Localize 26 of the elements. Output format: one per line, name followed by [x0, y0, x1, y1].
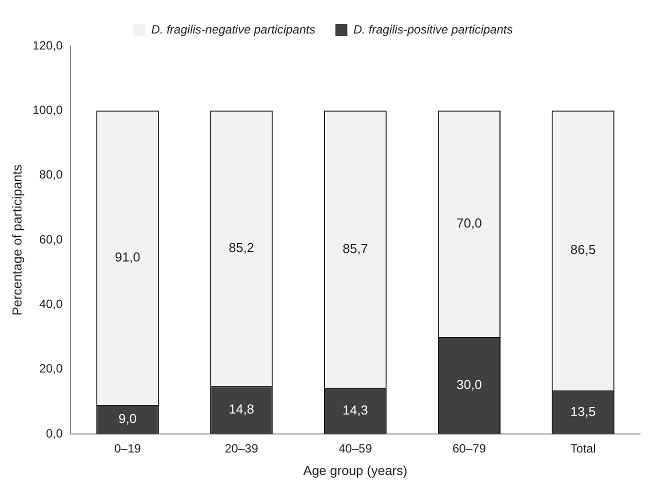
x-tick-label: 60–79: [452, 442, 486, 456]
x-axis-title: Age group (years): [303, 462, 408, 478]
x-tick-label: 40–59: [338, 442, 372, 456]
data-label: 86,5: [570, 242, 596, 258]
y-axis-title: Percentage of participants: [9, 164, 24, 316]
data-label: 30,0: [456, 377, 482, 392]
data-label: 13,5: [570, 404, 596, 419]
x-tick-label: 0–19: [114, 442, 142, 456]
data-label: 91,0: [114, 249, 140, 264]
data-label: 14,3: [342, 402, 368, 418]
data-label: 85,2: [228, 240, 254, 255]
y-tick-label: 40,0: [39, 296, 63, 311]
data-label: 9,0: [118, 411, 137, 426]
legend-label: D. fragilis-positive participants: [353, 22, 513, 36]
data-label: 70,0: [456, 215, 482, 230]
x-tick-label: 20–39: [224, 442, 258, 456]
y-tick-label: 60,0: [39, 232, 63, 246]
data-label: 14,8: [228, 402, 254, 417]
y-tick-label: 20,0: [39, 362, 63, 376]
x-tick-label: Total: [570, 442, 596, 456]
legend-label: D. fragilis-negative participants: [151, 22, 316, 36]
y-tick-label: 100,0: [32, 102, 63, 117]
y-tick-label: 80,0: [39, 168, 63, 182]
y-tick-label: 0,0: [46, 426, 63, 440]
y-tick-label: 120,0: [32, 38, 63, 52]
data-label: 85,7: [342, 240, 368, 256]
